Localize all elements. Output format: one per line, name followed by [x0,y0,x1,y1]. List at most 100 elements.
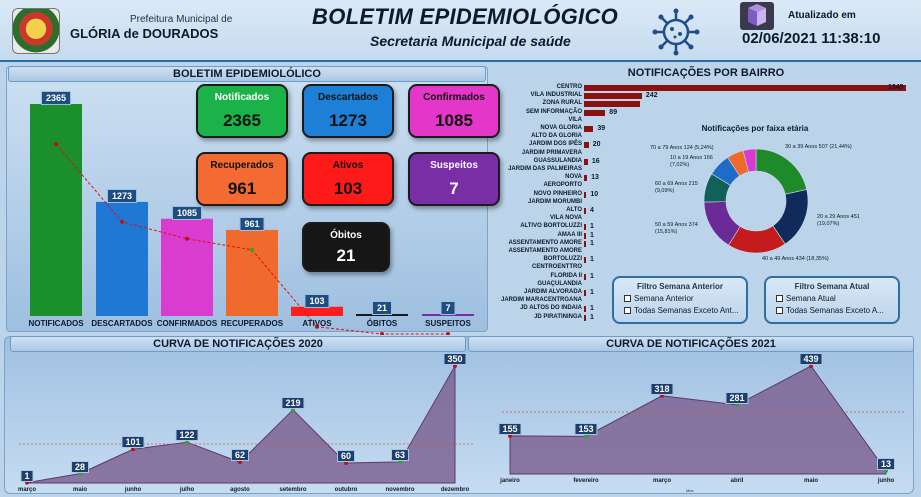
card-confirmados[interactable]: Confirmados 1085 [408,84,500,138]
filter-anterior-option-1[interactable]: Semana Anterior [624,294,746,303]
filter-atual-option-1[interactable]: Semana Atual [776,294,898,303]
curve-2020-xtick-agosto: agosto [230,487,250,493]
filter-atual-option-1-label: Semana Atual [786,294,836,303]
summary-trend-point [185,236,189,241]
curve-2020-title: CURVA DE NOTIFICAÇÕES 2020 [10,336,466,352]
filter-anterior-option-2[interactable]: Todas Semanas Exceto Ant... [624,306,746,315]
bairro-bar-jardim-dos-ipes[interactable] [584,142,589,149]
bairro-bar-nova-gloria[interactable] [584,126,594,132]
curve-2021-point-janeiro[interactable] [508,433,512,438]
bairro-label-zona-rural: ZONA RURAL [542,100,582,107]
bairro-value-assentamento-amore: 1 [590,239,594,247]
summary-bar-notificados[interactable] [30,104,82,316]
page-subtitle: Secretaria Municipal de saúde [370,33,571,49]
curve-2021-point-fevereiro[interactable] [584,434,588,439]
coronavirus-icon [652,8,700,56]
filter-atual-option-2-label: Todas Semanas Exceto A... [786,306,884,315]
bairro-bar-amaa-iii[interactable] [584,232,586,239]
bairro-bar-sem-informacao[interactable] [584,109,606,116]
bairro-bar-zona-rural[interactable] [584,101,641,108]
bairro-bar-nova[interactable] [584,175,588,182]
summary-bar-recuperados[interactable] [226,229,278,316]
card-confirmados-label: Confirmados [423,92,485,103]
checkbox-icon[interactable] [776,307,783,314]
bairro-bar-novo-pinheiro[interactable] [584,191,587,198]
bairro-bar-assentamento-amore[interactable] [584,240,586,247]
bairro-label-assentamento-amore: ASSENTAMENTO AMORE [508,248,582,254]
summary-bar-suspeitos[interactable] [422,314,474,316]
card-obitos[interactable]: Óbitos 21 [302,222,390,272]
curve-2020-point-marco[interactable] [25,480,29,485]
curve-2021-value-fevereiro: 153 [574,423,598,436]
curve-2020-point-maio[interactable] [78,471,82,476]
summary-xtick-ativos: ATIVOS [302,319,332,328]
card-suspeitos[interactable]: Suspeitos 7 [408,152,500,206]
curve-2021-point-junho[interactable] [884,468,888,473]
summary-bar-ativos[interactable] [291,306,343,316]
bairro-bar-florida-ii[interactable] [584,273,586,280]
curve-2021-point-marco[interactable] [660,393,664,398]
curve-2020-point-novembro[interactable] [398,459,402,464]
bairro-bar-centro[interactable] [584,85,906,91]
bairro-bar-vila-industrial[interactable] [584,93,642,100]
curve-2021-point-maio[interactable] [809,364,813,368]
curve-2020-point-dezembro[interactable] [453,364,457,368]
curve-2020-value-setembro: 219 [281,396,305,409]
curve-2021-value-junho: 13 [876,457,896,470]
bairro-bar-bortoluzzi[interactable] [584,257,586,264]
bairro-bar-alto[interactable] [584,208,586,214]
curve-2021-xtick-fevereiro: fevereiro [573,478,599,484]
card-obitos-label: Óbitos [330,230,362,241]
card-notificados[interactable]: Notificados 2365 [196,84,288,138]
summary-bar-value-suspeitos: 7 [440,301,456,315]
curve-2021-value-marco: 318 [650,382,674,395]
updated-timestamp: 02/06/2021 11:38:10 [742,30,881,47]
curve-2020-point-setembro[interactable] [291,407,295,412]
curve-2020-value-maio: 28 [70,460,90,473]
card-ativos[interactable]: Ativos 103 [302,152,394,206]
bairro-bar-guassulandia[interactable] [584,158,588,165]
card-recuperados[interactable]: Recuperados 961 [196,152,288,206]
curve-2020-point-julho[interactable] [185,440,189,445]
curve-2020-value-outubro: 60 [336,449,356,462]
summary-bar-value-confirmados: 1085 [171,205,203,220]
municipality-name: GLÓRIA de DOURADOS [70,26,219,41]
page-title: BOLETIM EPIDEMIOLÓGICO [312,4,619,29]
bairro-label-alto-da-gloria: ALTO DA GLORIA [531,133,582,140]
bairro-bar-jd-piratininga[interactable] [584,314,586,321]
age-label-20-29: 20 a 29 Anos 451 (19,07%) [817,214,860,227]
bairro-label-florida-ii: FLORIDA II [550,272,582,279]
curve-2020-point-outubro[interactable] [344,460,348,465]
summary-bar-confirmados[interactable] [161,218,213,316]
bairro-label-novo-pinheiro: NOVO PINHEIRO [533,190,582,197]
bairro-bar-jd-altos-do-indaia[interactable] [584,306,586,313]
filter-atual-option-2[interactable]: Todas Semanas Exceto A... [776,306,898,315]
bairro-label-centro: CENTRO [556,84,582,90]
summary-section-title: BOLETIM EPIDEMIOLÓLICO [8,66,486,82]
curve-2021-value-maio: 439 [799,353,823,365]
municipal-coat-of-arms-icon [12,8,60,54]
summary-bar-obitos[interactable] [356,314,408,316]
summary-bar-chart [30,104,474,335]
curve-2020-point-agosto[interactable] [238,460,242,465]
bairro-label-jd-piratininga: JD PIRATININGA [534,313,582,320]
bairro-section-title: NOTIFICAÇÕES POR BAIRRO [627,67,785,79]
bairro-bar-jardim-alvorada[interactable] [584,290,586,296]
bairro-value-centro: 1345 [888,84,904,91]
card-descartados[interactable]: Descartados 1273 [302,84,394,138]
age-label-30-39: 30 a 39 Anos 507 (21,44%) [785,144,852,150]
curve-2020-point-junho[interactable] [131,447,135,452]
checkbox-icon[interactable] [624,295,631,302]
checkbox-icon[interactable] [776,295,783,302]
curve-2021-point-abril[interactable] [735,402,739,407]
summary-bar-value-descartados: 1273 [106,188,138,203]
age-label-40-49: 40 a 49 Anos 434 (18,35%) [762,256,829,262]
checkbox-icon[interactable] [624,307,631,314]
age-slice-outros[interactable] [742,148,757,173]
bairro-value-jd-piratininga: 1 [590,313,594,321]
age-label-70-79: 70 a 79 Anos 124 (5,24%) [650,145,714,151]
filter-anterior-option-1-label: Semana Anterior [634,294,694,303]
bairro-bar-altivo-bortoluzzi[interactable] [584,224,586,231]
bairro-label-vila-nova: VILA NOVA [549,215,582,222]
